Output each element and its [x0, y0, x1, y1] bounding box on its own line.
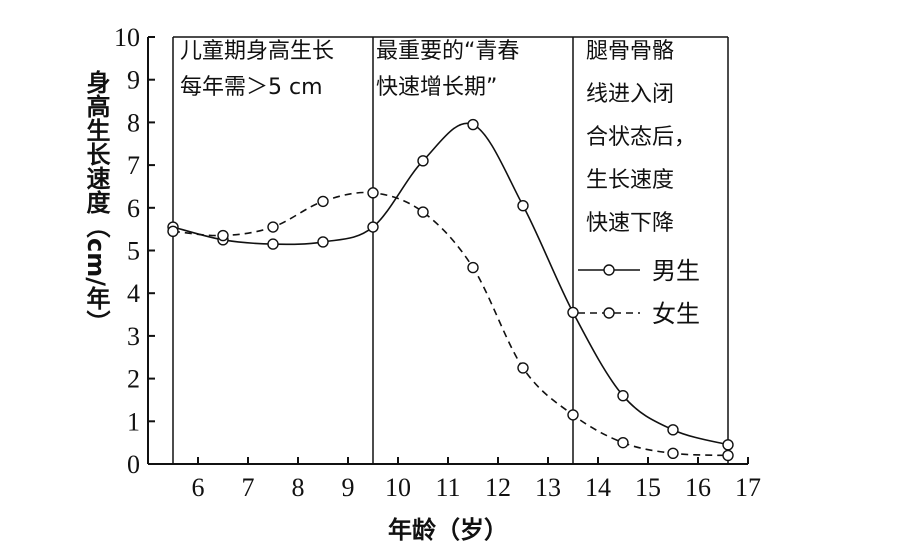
annotation-text-puberty: 快速增长期” — [376, 75, 497, 100]
annotation-text-closure: 生长速度 — [586, 168, 674, 193]
data-point-girls — [617, 436, 629, 449]
annotation-text-puberty: 最重要的“青春 — [376, 39, 519, 64]
data-point-girls — [217, 229, 229, 242]
y-tick-label: 10 — [114, 23, 140, 52]
axis-titles: 年龄（岁） 身高生长速度（cm/年） — [82, 69, 508, 544]
annotation-text-closure: 线进入闭 — [586, 82, 674, 107]
data-point-girls — [367, 187, 379, 199]
x-tick-label: 7 — [242, 473, 255, 502]
x-tick-label: 11 — [435, 473, 460, 502]
x-tick-label: 10 — [385, 473, 411, 502]
y-axis-title: 身高生长速度（cm/年） — [82, 69, 110, 334]
data-point-girls — [417, 206, 429, 218]
annotation-text-childhood: 每年需＞5 cm — [180, 75, 323, 100]
data-point-girls — [722, 449, 734, 462]
x-axis-title: 年龄（岁） — [388, 516, 508, 544]
y-tick-label: 5 — [127, 237, 140, 266]
legend-marker — [603, 307, 615, 319]
annotation-text-closure: 快速下降 — [586, 211, 674, 236]
data-point-girls — [667, 447, 679, 460]
data-point-girls — [317, 195, 329, 208]
data-point-boys — [667, 424, 679, 436]
x-tick-label: 17 — [735, 473, 761, 502]
legend-label-girls: 女生 — [652, 300, 700, 328]
region-boundaries — [172, 36, 729, 464]
legend-marker — [603, 264, 615, 276]
annotation-text-childhood: 儿童期身高生长 — [180, 39, 334, 64]
data-point-boys — [417, 155, 429, 167]
y-tick-label: 0 — [127, 450, 140, 479]
x-tick-label: 12 — [485, 473, 511, 502]
data-point-girls — [517, 362, 529, 374]
data-point-boys — [267, 238, 279, 250]
y-tick-label: 6 — [127, 194, 140, 223]
x-tick-label: 8 — [292, 473, 305, 502]
annotation-text-closure: 腿骨骨骼 — [586, 39, 674, 64]
x-tick-label: 6 — [192, 473, 205, 502]
x-tick-label: 14 — [585, 473, 611, 502]
y-tick-label: 2 — [127, 365, 140, 394]
data-point-boys — [517, 199, 529, 212]
y-tick-label: 1 — [127, 407, 140, 436]
data-point-boys — [722, 439, 734, 451]
data-point-girls — [167, 225, 179, 237]
data-point-boys — [617, 389, 629, 402]
x-tick-label: 16 — [685, 473, 711, 502]
data-point-girls — [467, 261, 479, 274]
data-point-boys — [367, 221, 379, 233]
series — [167, 118, 734, 462]
x-tick-label: 15 — [635, 473, 661, 502]
data-point-boys — [567, 306, 579, 319]
annotation-text-closure: 合状态后， — [586, 125, 696, 150]
y-tick-label: 3 — [127, 322, 140, 351]
data-point-girls — [567, 409, 579, 421]
x-tick-label: 9 — [342, 473, 355, 502]
y-tick-label: 8 — [127, 108, 140, 137]
data-point-boys — [317, 236, 329, 248]
y-tick-label: 4 — [127, 279, 140, 308]
data-point-girls — [267, 221, 279, 233]
data-point-boys — [467, 118, 479, 131]
y-tick-label: 7 — [127, 151, 140, 180]
legend-label-boys: 男生 — [652, 257, 700, 285]
x-tick-label: 13 — [535, 473, 561, 502]
y-tick-label: 9 — [127, 66, 140, 95]
